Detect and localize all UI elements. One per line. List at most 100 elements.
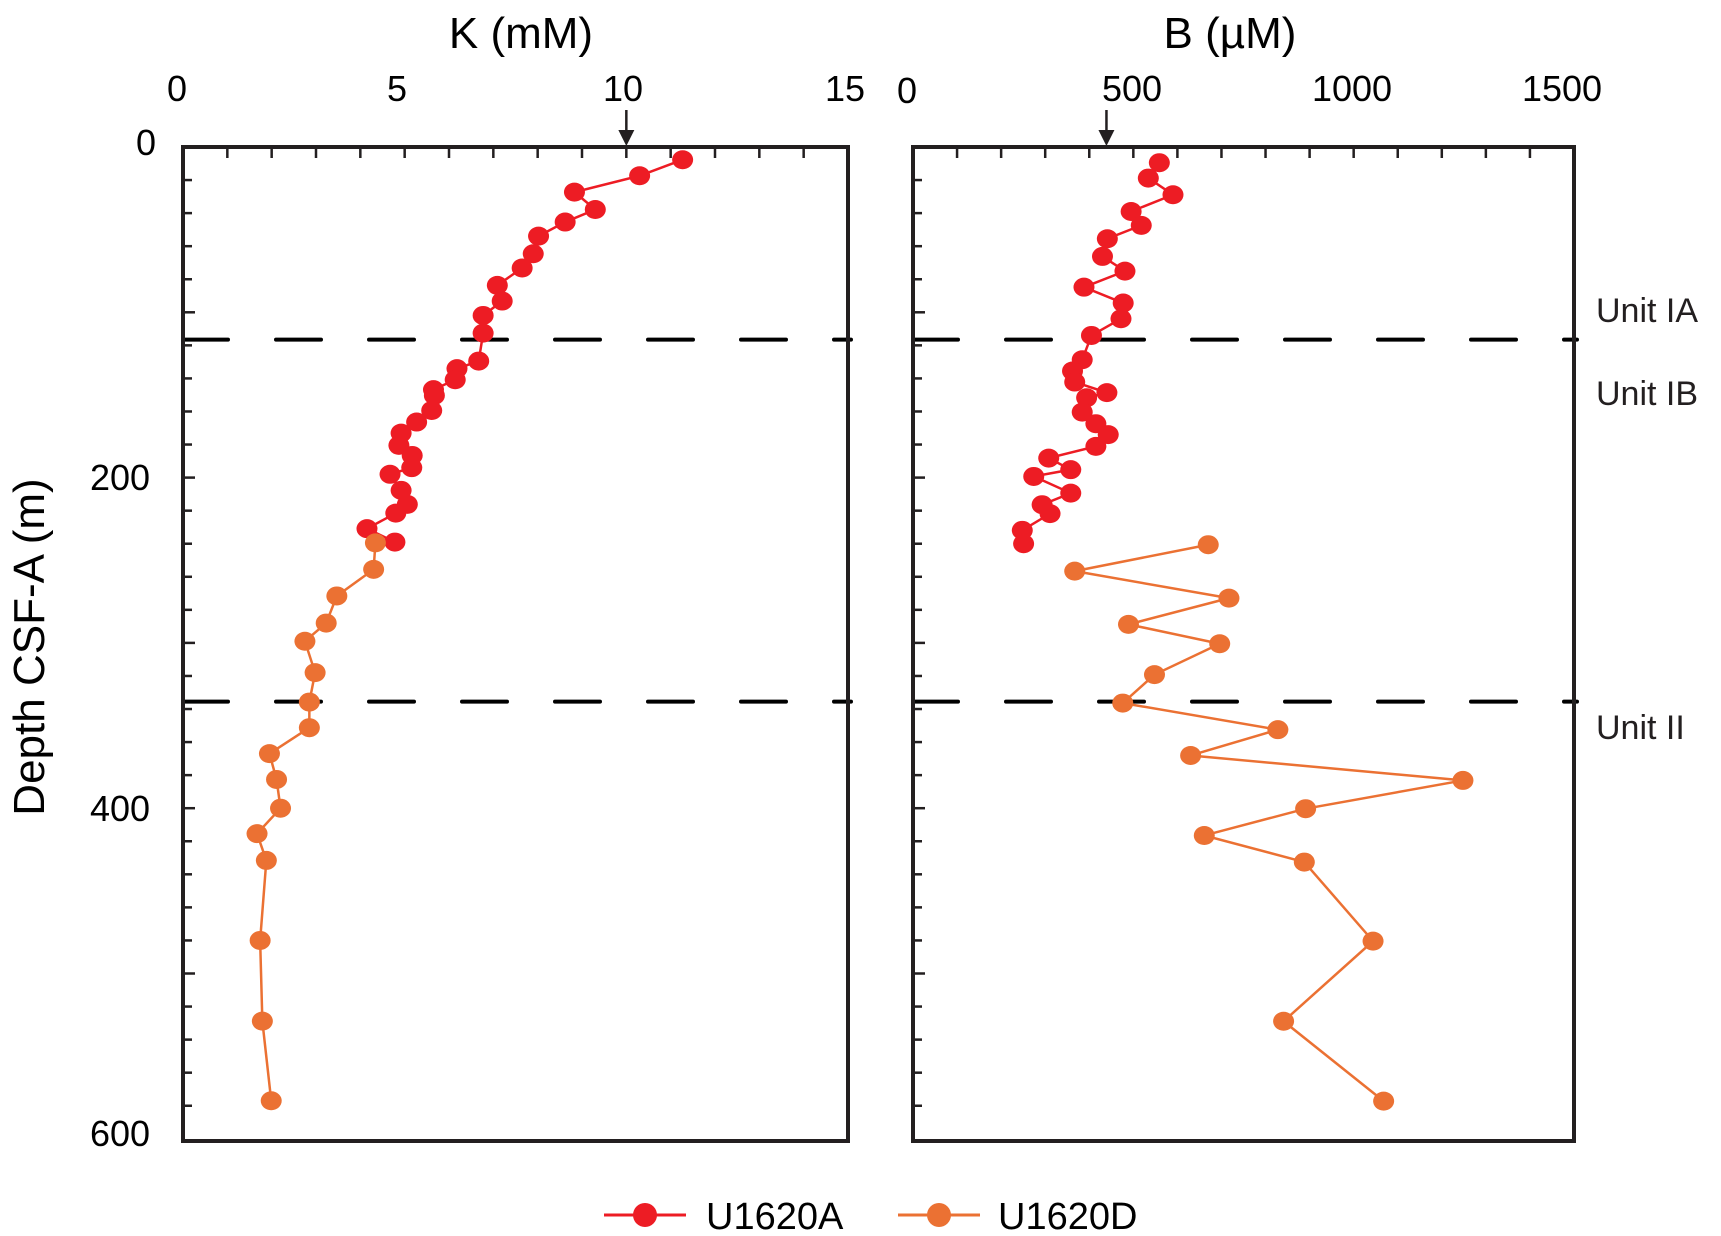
b-panel: [911, 110, 1579, 1143]
data-point-u1620a: [1071, 402, 1093, 422]
b-panel-title: B (µM): [1164, 9, 1297, 58]
data-point-u1620d: [1112, 693, 1134, 713]
data-point-u1620d: [258, 744, 280, 764]
data-point-u1620a: [563, 182, 585, 202]
data-point-u1620a: [1038, 448, 1060, 468]
data-point-u1620d: [255, 850, 277, 870]
data-point-u1620a: [1137, 168, 1159, 188]
data-point-u1620a: [584, 199, 606, 219]
legend-label: U1620A: [706, 1196, 844, 1236]
data-point-u1620d: [1197, 535, 1219, 555]
data-point-u1620a: [401, 458, 423, 478]
y-tick-labels: 0 200 400 600: [90, 122, 156, 1154]
data-point-u1620a: [1112, 293, 1134, 313]
data-point-u1620d: [1218, 588, 1240, 608]
down-arrow-icon: [1098, 130, 1115, 146]
legend-label: U1620D: [998, 1196, 1137, 1236]
data-point-u1620d: [260, 1091, 282, 1111]
series-line-u1620a: [364, 158, 684, 544]
unit-label-ia: Unit IA: [1596, 292, 1698, 330]
data-point-u1620d: [364, 533, 386, 553]
series-line-u1620a: [1020, 161, 1176, 544]
data-point-u1620a: [1096, 383, 1118, 403]
data-point-u1620d: [1273, 1011, 1295, 1031]
data-point-u1620a: [1120, 201, 1142, 221]
data-point-u1620d: [1293, 852, 1315, 872]
data-point-u1620d: [1143, 665, 1165, 685]
series-line-u1620d: [255, 542, 377, 1101]
data-point-u1620a: [356, 519, 378, 539]
x-tick-label: 0: [167, 68, 187, 109]
y-tick-label: 0: [136, 122, 156, 163]
data-point-u1620a: [1091, 246, 1113, 266]
data-point-u1620d: [1267, 720, 1289, 740]
data-point-u1620a: [406, 412, 428, 432]
unit-label-ib: Unit IB: [1596, 375, 1698, 413]
data-point-u1620a: [1114, 261, 1136, 281]
unit-label-ii: Unit II: [1596, 709, 1685, 747]
legend-marker-icon: [927, 1203, 951, 1227]
data-point-u1620a: [528, 226, 550, 246]
data-point-u1620a: [486, 275, 508, 295]
data-point-u1620d: [1362, 931, 1384, 951]
data-point-u1620a: [1013, 534, 1035, 554]
data-point-u1620d: [249, 930, 271, 950]
data-point-u1620a: [554, 212, 576, 232]
data-point-u1620d: [266, 769, 288, 789]
data-point-u1620a: [1073, 277, 1095, 297]
data-point-u1620d: [1452, 770, 1474, 790]
k-panel-title: K (mM): [449, 9, 593, 58]
data-point-u1620a: [1085, 436, 1107, 456]
data-point-u1620a: [1130, 215, 1152, 235]
series-line-u1620d: [1074, 543, 1464, 1103]
data-point-u1620a: [1064, 372, 1086, 392]
data-point-u1620a: [1080, 325, 1102, 345]
data-point-u1620d: [246, 824, 268, 844]
data-point-u1620a: [1023, 466, 1045, 486]
data-point-u1620a: [1039, 504, 1061, 524]
data-point-u1620d: [326, 586, 348, 606]
x-tick-label: 0: [897, 70, 917, 111]
legend-entry-u1620d[interactable]: U1620D: [898, 1196, 1137, 1236]
data-point-u1620d: [1209, 634, 1231, 654]
x-tick-label: 15: [825, 68, 865, 109]
data-point-u1620d: [294, 631, 316, 651]
data-point-u1620a: [522, 244, 544, 264]
plot-frame: [911, 145, 1576, 1143]
data-point-u1620a: [629, 166, 651, 186]
data-point-u1620d: [1193, 825, 1215, 845]
legend-marker-icon: [633, 1203, 657, 1227]
data-point-u1620d: [1117, 614, 1139, 634]
data-point-u1620d: [298, 692, 320, 712]
y-tick-label: 200: [90, 457, 150, 498]
x-tick-label: 5: [387, 68, 407, 109]
k-x-tick-labels: 0 5 10 15: [167, 68, 865, 109]
b-x-tick-labels: 0 500 1000 1500: [897, 68, 1602, 111]
x-tick-label: 500: [1102, 68, 1162, 109]
data-point-u1620d: [1373, 1091, 1395, 1111]
data-point-u1620a: [1060, 460, 1082, 480]
data-point-u1620a: [379, 464, 401, 484]
data-point-u1620d: [298, 718, 320, 738]
data-point-u1620d: [1295, 799, 1317, 819]
data-point-u1620a: [1060, 483, 1082, 503]
data-point-u1620a: [385, 503, 407, 523]
data-point-u1620a: [472, 305, 494, 325]
legend-entry-u1620a[interactable]: U1620A: [604, 1196, 844, 1236]
data-point-u1620a: [1110, 309, 1132, 329]
data-point-u1620d: [270, 798, 292, 818]
x-tick-label: 10: [603, 68, 643, 109]
data-point-u1620d: [304, 663, 326, 683]
data-point-u1620d: [251, 1011, 273, 1031]
k-panel: [181, 110, 853, 1143]
data-point-u1620a: [423, 385, 445, 405]
x-tick-label: 1000: [1312, 68, 1392, 109]
data-point-u1620a: [444, 370, 466, 390]
data-point-u1620d: [363, 559, 385, 579]
data-point-u1620a: [491, 291, 513, 311]
data-point-u1620a: [672, 150, 694, 170]
data-point-u1620a: [1148, 153, 1170, 173]
legend: U1620A U1620D: [604, 1196, 1137, 1236]
data-point-u1620a: [421, 400, 443, 420]
